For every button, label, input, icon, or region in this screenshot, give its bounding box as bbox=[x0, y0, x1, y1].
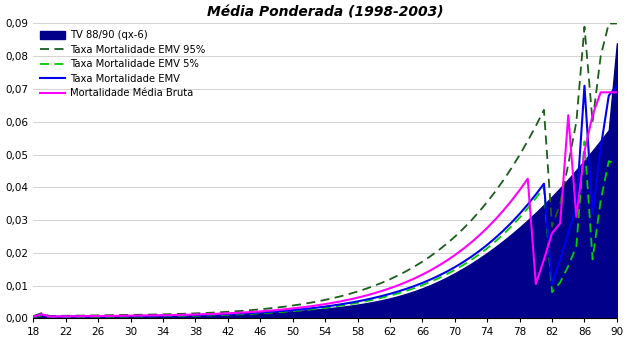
Taxa Mortalidade EMV 95% bbox=[605, 22, 613, 26]
Mortalidade Média Bruta bbox=[159, 313, 167, 317]
Mortalidade Média Bruta bbox=[516, 188, 523, 192]
Taxa Mortalidade EMV bbox=[532, 192, 540, 197]
Taxa Mortalidade EMV bbox=[581, 84, 588, 88]
Taxa Mortalidade EMV 5% bbox=[557, 280, 564, 284]
Taxa Mortalidade EMV 95% bbox=[159, 312, 167, 316]
Line: Taxa Mortalidade EMV: Taxa Mortalidade EMV bbox=[33, 86, 617, 317]
Taxa Mortalidade EMV bbox=[557, 257, 564, 261]
Taxa Mortalidade EMV 95% bbox=[321, 298, 329, 302]
Line: Taxa Mortalidade EMV 5%: Taxa Mortalidade EMV 5% bbox=[33, 141, 617, 317]
Taxa Mortalidade EMV 5% bbox=[581, 139, 588, 143]
Taxa Mortalidade EMV 95% bbox=[613, 22, 621, 26]
Taxa Mortalidade EMV bbox=[159, 314, 167, 318]
Mortalidade Média Bruta bbox=[597, 90, 604, 94]
Taxa Mortalidade EMV 5% bbox=[516, 215, 523, 220]
Mortalidade Média Bruta bbox=[613, 90, 621, 94]
Mortalidade Média Bruta bbox=[557, 221, 564, 225]
Taxa Mortalidade EMV bbox=[321, 305, 329, 309]
Taxa Mortalidade EMV 5% bbox=[532, 196, 540, 200]
Taxa Mortalidade EMV bbox=[613, 84, 621, 88]
Taxa Mortalidade EMV bbox=[224, 312, 231, 316]
Taxa Mortalidade EMV 5% bbox=[30, 315, 37, 319]
Line: Mortalidade Média Bruta: Mortalidade Média Bruta bbox=[33, 92, 617, 317]
Line: Taxa Mortalidade EMV 95%: Taxa Mortalidade EMV 95% bbox=[33, 24, 617, 316]
Mortalidade Média Bruta bbox=[224, 311, 231, 315]
Taxa Mortalidade EMV 95% bbox=[532, 124, 540, 128]
Taxa Mortalidade EMV 95% bbox=[516, 153, 523, 157]
Legend: TV 88/90 (qx-6), Taxa Mortalidade EMV 95%, Taxa Mortalidade EMV 5%, Taxa Mortali: TV 88/90 (qx-6), Taxa Mortalidade EMV 95… bbox=[37, 27, 209, 102]
Taxa Mortalidade EMV 95% bbox=[224, 310, 231, 314]
Taxa Mortalidade EMV bbox=[30, 315, 37, 319]
Mortalidade Média Bruta bbox=[30, 315, 37, 319]
Title: Média Ponderada (1998-2003): Média Ponderada (1998-2003) bbox=[207, 5, 443, 20]
Taxa Mortalidade EMV 95% bbox=[30, 314, 37, 318]
Taxa Mortalidade EMV 5% bbox=[321, 306, 329, 310]
Mortalidade Média Bruta bbox=[532, 282, 540, 286]
Taxa Mortalidade EMV 5% bbox=[224, 313, 231, 317]
Mortalidade Média Bruta bbox=[321, 302, 329, 306]
Taxa Mortalidade EMV 5% bbox=[159, 314, 167, 318]
Taxa Mortalidade EMV bbox=[516, 212, 523, 216]
Taxa Mortalidade EMV 5% bbox=[613, 162, 621, 166]
Taxa Mortalidade EMV 95% bbox=[557, 202, 564, 206]
